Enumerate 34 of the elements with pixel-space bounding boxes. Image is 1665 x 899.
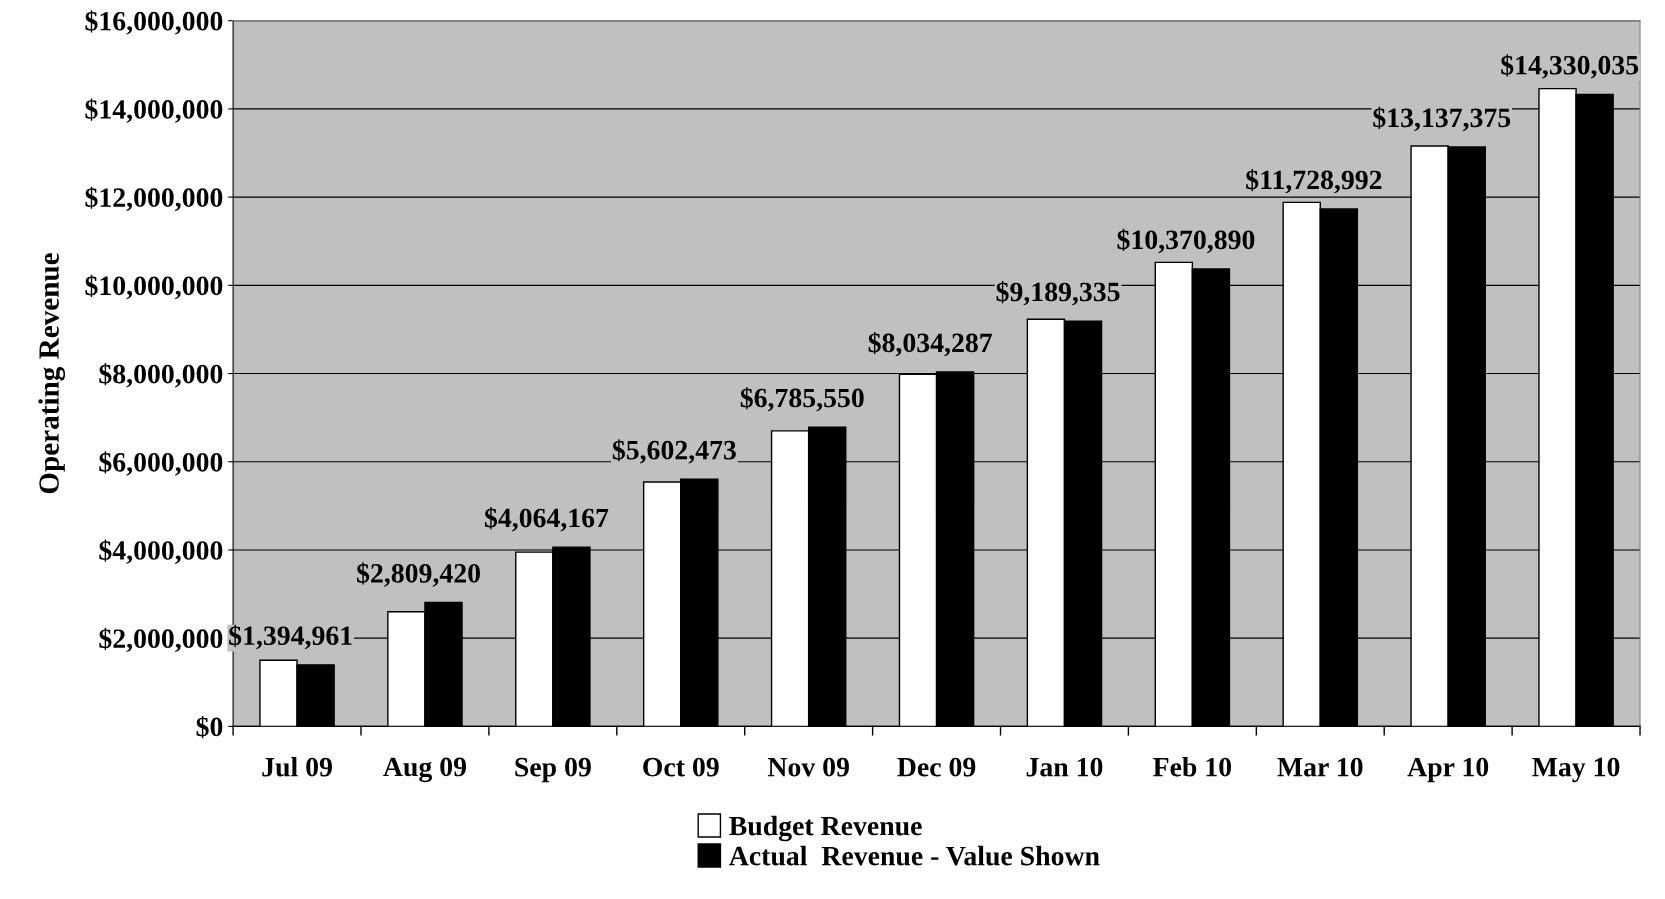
x-tick-label: Mar 10: [1277, 757, 1363, 777]
legend-label: Budget Revenue: [729, 815, 922, 842]
data-label: $5,602,473: [612, 439, 736, 464]
y-tick-label: $16,000,000: [85, 10, 223, 35]
data-label: $14,330,035: [1501, 54, 1639, 79]
x-tick-label: Dec 09: [897, 757, 976, 777]
y-tick-label: $8,000,000: [99, 363, 223, 388]
x-tick-label: Oct 09: [643, 757, 719, 777]
x-tick-label: Jan 10: [1026, 757, 1103, 777]
x-tick-label: Jul 09: [262, 756, 332, 777]
y-axis-title: Operating Revenue: [38, 253, 66, 494]
data-label: $4,064,167: [484, 506, 609, 532]
data-label: $8,034,287: [868, 331, 992, 357]
data-label: $9,189,335: [996, 280, 1120, 306]
y-tick-label: $6,000,000: [99, 451, 223, 476]
data-label: $10,370,890: [1117, 228, 1255, 254]
data-label: $13,137,375: [1373, 106, 1511, 132]
y-tick-label: $4,000,000: [99, 539, 223, 564]
data-label: $2,809,420: [357, 562, 480, 587]
x-tick-label: Sep 09: [515, 757, 591, 783]
x-tick-label: Apr 10: [1407, 757, 1489, 783]
legend-label: Actual Revenue - Value Shown: [729, 845, 1100, 866]
data-label: $6,785,550: [740, 386, 864, 412]
data-label: $11,728,992: [1246, 168, 1382, 194]
y-tick-label: $12,000,000: [85, 186, 223, 212]
y-tick-label: $14,000,000: [85, 98, 223, 123]
x-tick-label: Nov 09: [767, 757, 849, 777]
x-tick-label: May 10: [1532, 757, 1620, 783]
y-tick-label: $2,000,000: [99, 627, 223, 653]
x-tick-label: Feb 10: [1153, 756, 1232, 777]
y-tick-label: $10,000,000: [85, 274, 223, 300]
x-tick-label: Aug 09: [383, 757, 467, 783]
data-label: $1,394,961: [229, 624, 352, 650]
y-tick-label: $0: [196, 715, 223, 739]
